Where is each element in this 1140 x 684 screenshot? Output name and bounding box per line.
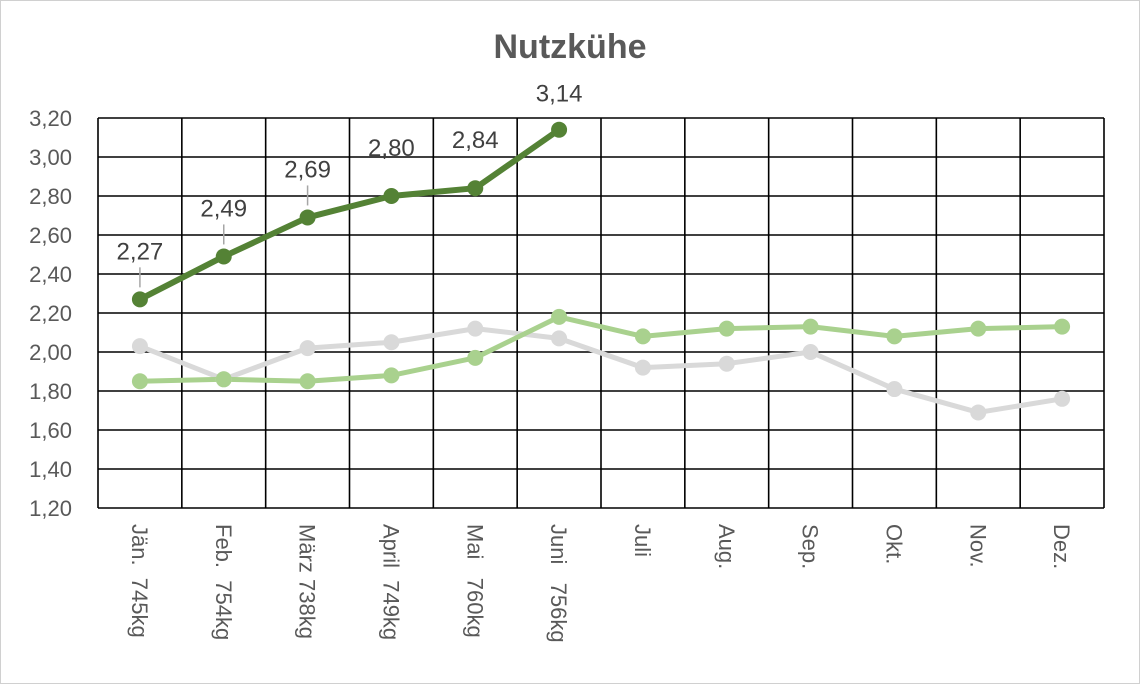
y-tick-label: 2,20 [29,301,72,326]
data-point [467,349,484,366]
data-point [215,371,232,388]
x-category-label: April 749kg [378,524,403,640]
y-tick-label: 1,40 [29,457,72,482]
data-point [299,209,316,226]
y-tick-label: 2,40 [29,262,72,287]
data-point [970,320,987,337]
data-point [1054,318,1071,335]
y-tick-label: 1,60 [29,418,72,443]
data-point [802,344,819,360]
series-line [137,326,1065,415]
x-category-label: Nov. [965,524,990,568]
data-point [131,373,148,390]
y-tick-label: 2,80 [29,184,72,209]
data-point [634,359,651,376]
y-tick-label: 1,20 [29,496,72,521]
x-category-label: Mai 760kg [462,524,487,638]
x-category-label: Juni 756kg [546,524,571,643]
x-category-label: Juli [630,524,655,557]
data-point [299,340,316,357]
data-point [383,188,400,204]
data-label: 2,80 [368,135,415,162]
data-point [970,404,987,421]
data-point [131,338,148,355]
x-category-label: Sep. [798,524,823,569]
chart-title: Nutzkühe [493,28,647,66]
data-label: 3,14 [536,81,583,108]
data-point [467,180,484,197]
series-line [136,126,563,303]
y-tick-label: 2,00 [29,340,72,365]
data-point [383,334,400,351]
data-point [131,291,148,308]
x-category-label: Aug. [714,524,739,569]
data-point [467,320,484,337]
data-point [383,367,400,384]
series-line [137,314,1065,384]
data-point [551,330,568,347]
data-point [299,373,316,390]
data-point [718,320,735,337]
y-tick-label: 2,60 [29,223,72,248]
data-point [802,318,819,335]
data-label: 2,49 [200,195,247,222]
x-category-label: Okt. [881,524,906,564]
y-tick-label: 1,80 [29,379,72,404]
data-label: 2,69 [284,156,331,183]
x-category-label: März 738kg [295,524,320,639]
data-point [886,381,903,398]
y-tick-label: 3,20 [29,106,72,131]
data-point [634,328,651,345]
y-tick-label: 3,00 [29,145,72,170]
data-point [215,248,232,265]
x-category-label: Jän. 745kg [127,524,152,638]
data-point [551,308,568,325]
data-label: 2,27 [117,238,164,265]
data-label: 2,84 [452,127,499,154]
data-point [886,328,903,345]
data-point [1054,390,1071,407]
data-point [551,121,568,138]
x-category-label: Feb. 754kg [211,524,236,640]
data-point [718,355,735,372]
x-category-label: Dez. [1049,524,1074,569]
